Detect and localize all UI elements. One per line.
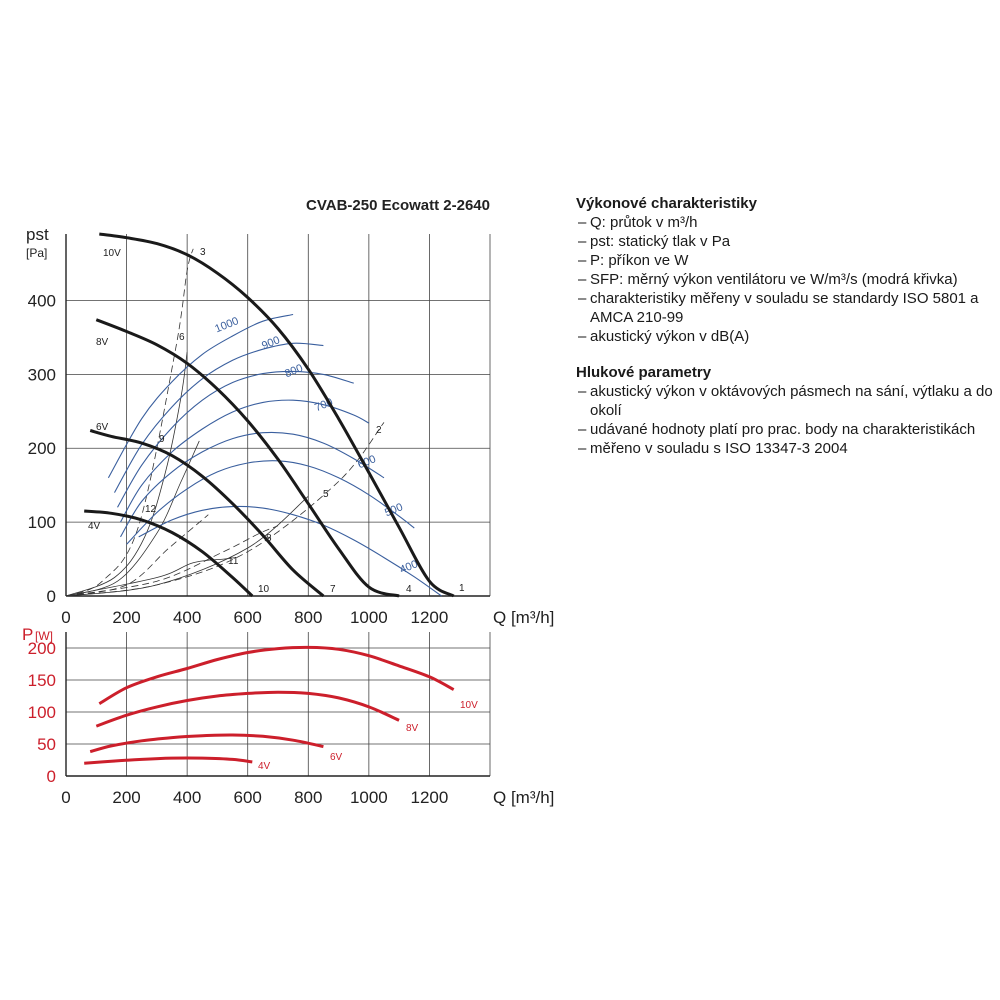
sfp-curve-label: 800 xyxy=(283,362,305,380)
list-item: akustický výkon v dB(A) xyxy=(576,327,996,346)
y-tick-label: 200 xyxy=(28,639,56,658)
operating-point-label: 9 xyxy=(159,434,165,445)
power-curve xyxy=(89,733,324,754)
x-tick-label: 600 xyxy=(234,608,262,627)
list-item: Q: průtok v m³/h xyxy=(576,213,996,232)
x-tick-label: 800 xyxy=(294,608,322,627)
sfp-curve xyxy=(120,399,370,523)
y-tick-label: 200 xyxy=(28,439,56,458)
x-tick-label: 600 xyxy=(234,788,262,807)
operating-point-label: 7 xyxy=(330,584,336,595)
y-tick-label: 0 xyxy=(47,587,56,606)
power-curve-label: 10V xyxy=(460,700,478,711)
system-curve xyxy=(65,514,209,597)
power-curve-label: 4V xyxy=(258,761,271,772)
x-tick-label: 1200 xyxy=(411,608,449,627)
sfp-curve xyxy=(120,431,385,538)
voltage-label: 4V xyxy=(88,521,101,532)
sfp-curve-label: 900 xyxy=(260,334,282,352)
sfp-curve xyxy=(107,313,294,479)
y-tick-label: 100 xyxy=(28,703,56,722)
operating-point-label: 3 xyxy=(200,247,206,258)
section2-list: akustický výkon v oktávových pásmech na … xyxy=(576,382,996,458)
x-tick-label: 0 xyxy=(61,788,70,807)
y-tick-label: 300 xyxy=(28,365,56,384)
operating-point-label: 5 xyxy=(323,489,329,500)
operating-point-label: 1 xyxy=(459,583,465,594)
x-axis-label: Q [m³/h] xyxy=(493,788,554,807)
y-axis-label: pst xyxy=(26,225,49,244)
y-axis-unit: [W] xyxy=(35,629,53,643)
power-curve xyxy=(84,756,253,765)
x-tick-label: 400 xyxy=(173,788,201,807)
x-tick-label: 400 xyxy=(173,608,201,627)
system-curve xyxy=(65,557,236,597)
system-curve xyxy=(65,495,309,597)
list-item: SFP: měrný výkon ventilátoru ve W/m³/s (… xyxy=(576,270,996,289)
section1-list: Q: průtok v m³/h pst: statický tlak v Pa… xyxy=(576,213,996,346)
y-axis-unit: [Pa] xyxy=(26,246,47,260)
voltage-label: 10V xyxy=(103,248,121,259)
info-panel: Výkonové charakteristiky Q: průtok v m³/… xyxy=(576,194,996,458)
list-item: akustický výkon v oktávových pásmech na … xyxy=(576,382,996,420)
y-tick-label: 100 xyxy=(28,513,56,532)
voltage-label: 8V xyxy=(96,337,109,348)
system-curve xyxy=(65,352,188,597)
x-tick-label: 1000 xyxy=(350,788,388,807)
list-item: měřeno v souladu s ISO 13347-3 2004 xyxy=(576,439,996,458)
x-tick-label: 1000 xyxy=(350,608,388,627)
fan-curve xyxy=(89,429,325,598)
y-tick-label: 400 xyxy=(28,291,56,310)
power-curve xyxy=(95,690,400,728)
section2-title: Hlukové parametry xyxy=(576,364,712,381)
list-item: P: příkon ve W xyxy=(576,251,996,270)
x-tick-label: 800 xyxy=(294,788,322,807)
power-curve-label: 8V xyxy=(406,723,419,734)
operating-point-label: 10 xyxy=(258,584,270,595)
system-curve xyxy=(65,248,194,597)
operating-point-label: 12 xyxy=(145,504,157,515)
list-item: pst: statický tlak v Pa xyxy=(576,232,996,251)
y-tick-label: 150 xyxy=(28,671,56,690)
list-item: charakteristiky měřeny v souladu se stan… xyxy=(576,289,996,327)
x-tick-label: 1200 xyxy=(411,788,449,807)
x-tick-label: 0 xyxy=(61,608,70,627)
sfp-curve-label: 1000 xyxy=(213,315,240,335)
fan-curve xyxy=(95,318,400,598)
system-curve xyxy=(65,525,279,597)
fan-curve xyxy=(84,509,254,598)
power-curve xyxy=(98,645,455,705)
fan-curve xyxy=(99,232,455,598)
sfp-curve xyxy=(117,370,354,508)
sfp-curve xyxy=(138,505,442,597)
y-tick-label: 50 xyxy=(37,735,56,754)
section1-title: Výkonové charakteristiky xyxy=(576,195,757,212)
chart-title: CVAB-250 Ecowatt 2-2640 xyxy=(306,197,490,214)
y-axis-label: P xyxy=(22,625,33,644)
system-curve xyxy=(65,440,200,597)
operating-point-label: 4 xyxy=(406,584,412,595)
y-tick-label: 0 xyxy=(47,767,56,786)
operating-point-label: 6 xyxy=(179,332,185,343)
power-curve-label: 6V xyxy=(330,752,343,763)
voltage-label: 6V xyxy=(96,422,109,433)
operating-point-label: 2 xyxy=(376,425,382,436)
operating-point-label: 11 xyxy=(228,556,239,567)
x-tick-label: 200 xyxy=(112,608,140,627)
x-axis-label: Q [m³/h] xyxy=(493,608,554,627)
list-item: udávané hodnoty platí pro prac. body na … xyxy=(576,420,996,439)
x-tick-label: 200 xyxy=(112,788,140,807)
operating-point-label: 8 xyxy=(266,533,272,544)
